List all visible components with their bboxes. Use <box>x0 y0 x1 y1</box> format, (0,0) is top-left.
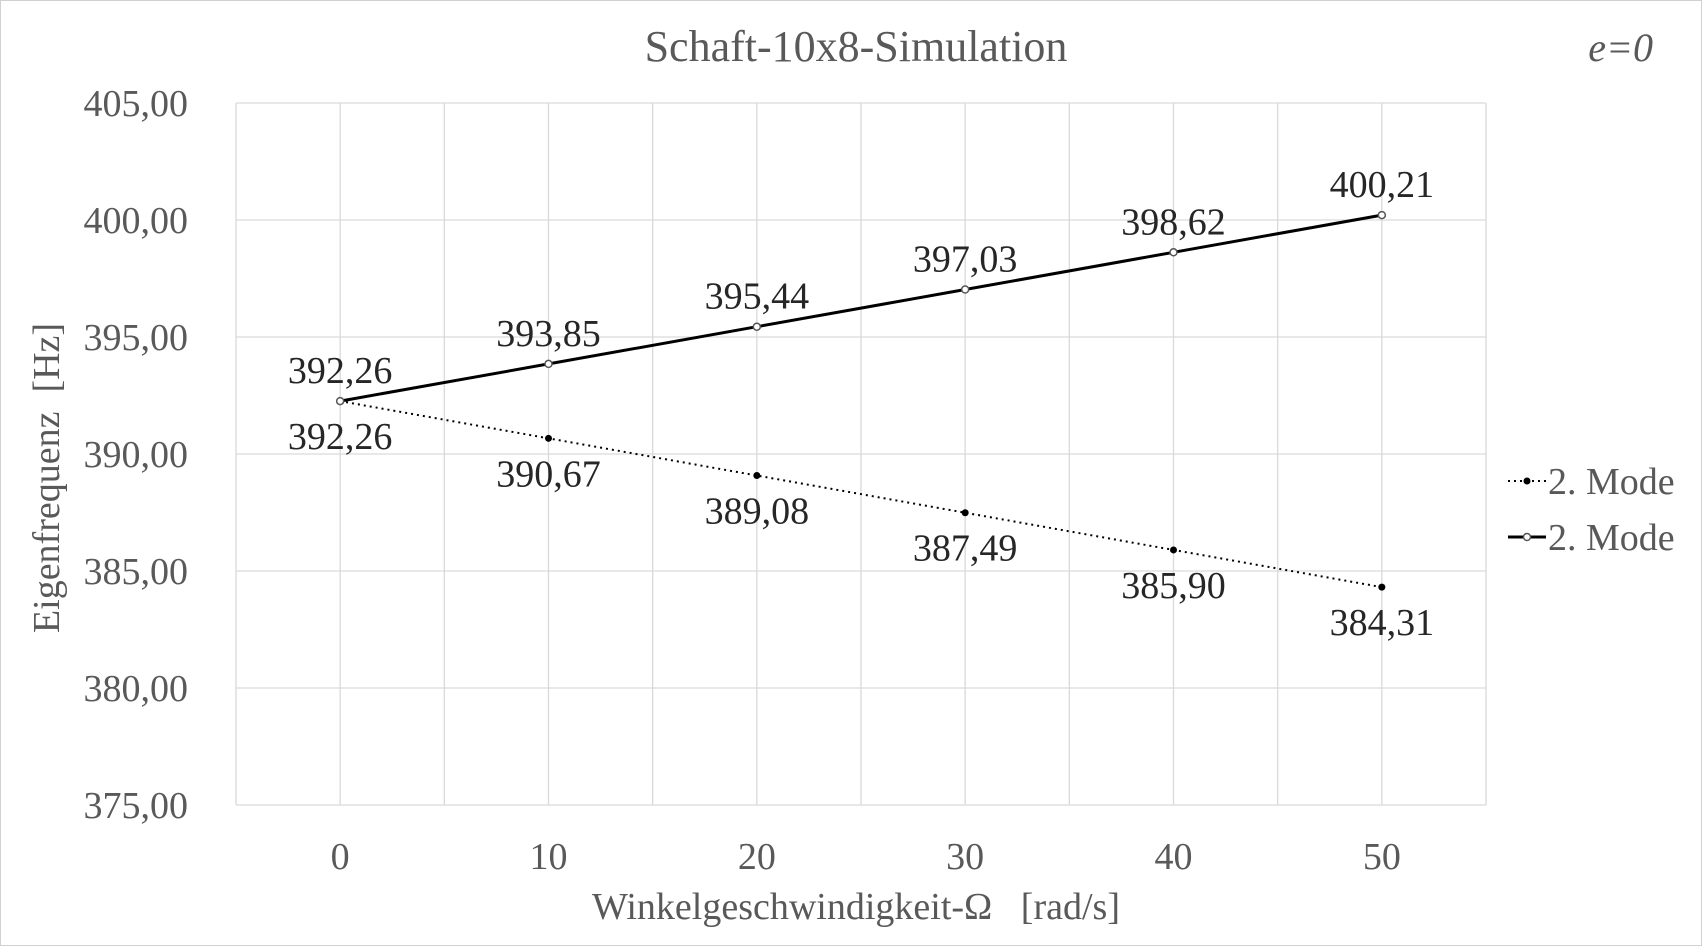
x-axis-title: Winkelgeschwindigkeit-Ω [rad/s] <box>592 886 1120 928</box>
series-group <box>335 210 1387 591</box>
y-tick-label: 400,00 <box>84 200 189 242</box>
data-label: 393,85 <box>496 313 601 355</box>
data-point <box>752 322 762 331</box>
legend-label: 2. Mode <box>1548 517 1675 559</box>
legend: 2. Mode 2. Mode <box>1508 461 1675 559</box>
data-point <box>1377 210 1387 220</box>
x-tick-label: 0 <box>331 836 350 878</box>
data-point <box>1378 583 1386 591</box>
data-label: 385,90 <box>1121 565 1226 607</box>
data-label: 384,31 <box>1330 602 1435 644</box>
data-point <box>961 509 969 517</box>
x-tick-label: 50 <box>1363 836 1401 878</box>
data-label: 390,67 <box>496 453 601 495</box>
x-tick-label: 10 <box>530 836 568 878</box>
legend-marker <box>1522 532 1532 542</box>
x-tick-label: 40 <box>1155 836 1193 878</box>
data-point <box>544 359 553 369</box>
data-label: 392,26 <box>288 416 393 458</box>
data-label: 387,49 <box>913 528 1018 570</box>
data-labels: 392,26 390,67 389,08 387,49 385,90 384,31 392,… <box>288 164 1434 644</box>
chart-title: Schaft-10x8-Simulation <box>645 22 1068 71</box>
legend-label: 2. Mode <box>1548 461 1675 503</box>
data-point <box>1170 546 1177 554</box>
data-label: 395,44 <box>705 276 810 318</box>
grid-lines <box>235 102 1487 806</box>
data-label: 398,62 <box>1121 201 1226 243</box>
series-line <box>339 400 1383 589</box>
data-label: 397,03 <box>913 238 1018 280</box>
data-point <box>335 396 345 406</box>
data-point <box>545 434 552 442</box>
x-tick-label: 20 <box>738 836 776 878</box>
x-axis-tick-labels: 0 10 20 30 40 50 <box>331 836 1401 878</box>
x-tick-label: 30 <box>946 836 984 878</box>
y-tick-label: 405,00 <box>84 83 189 125</box>
data-label: 389,08 <box>705 491 810 533</box>
y-tick-label: 395,00 <box>84 317 189 359</box>
data-point <box>960 285 970 294</box>
y-tick-label: 385,00 <box>84 551 189 593</box>
y-tick-label: 375,00 <box>84 785 189 827</box>
y-tick-label: 390,00 <box>84 434 189 476</box>
data-point <box>1169 248 1178 257</box>
y-axis-tick-labels: 375,00 380,00 385,00 390,00 395,00 400,00 405,… <box>84 83 189 827</box>
y-axis-title: Eigenfrequenz [Hz] <box>26 323 68 633</box>
data-label: 392,26 <box>288 350 393 392</box>
data-point <box>753 472 761 480</box>
data-label: 400,21 <box>1330 164 1435 206</box>
y-tick-label: 380,00 <box>84 668 189 710</box>
legend-marker <box>1523 477 1531 485</box>
series-line <box>339 213 1383 403</box>
chart-annotation: e=0 <box>1588 25 1653 70</box>
